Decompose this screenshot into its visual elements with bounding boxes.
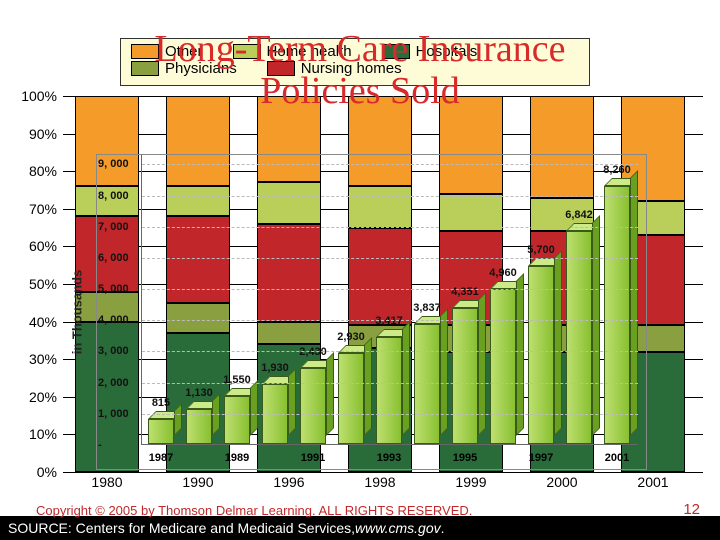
- bg-x-tick: 1980: [91, 474, 122, 490]
- overlay-bar: 2,930: [338, 353, 364, 444]
- legend-label: Home health: [267, 43, 352, 60]
- overlay-gridline: [142, 164, 638, 166]
- legend-item: Nursing homes: [267, 60, 402, 77]
- legend-swatch: [382, 44, 410, 59]
- bg-y-tick: 40%: [29, 314, 57, 330]
- overlay-y-tick: 2, 000: [98, 377, 129, 389]
- overlay-bar: 4,960: [490, 289, 516, 444]
- overlay-gridline: [142, 227, 638, 229]
- overlay-bar: 5,700: [528, 266, 554, 444]
- legend-item: Other: [131, 43, 203, 60]
- bg-x-tick: 2000: [546, 474, 577, 490]
- legend-swatch: [131, 61, 159, 76]
- overlay-gridline: [142, 414, 638, 416]
- legend-label: Hospitals: [416, 43, 478, 60]
- legend-item: Home health: [233, 43, 352, 60]
- overlay-plot-area: 8151,1301,5501,9302,4302,9303,4173,8374,…: [141, 155, 638, 445]
- overlay-bar: 815: [148, 419, 174, 444]
- overlay-x-tick: 1995: [453, 452, 477, 464]
- bg-x-axis: 1980 1990 1996 1998 1999 2000 2001: [63, 474, 703, 500]
- overlay-bar-value: 4,960: [473, 267, 533, 279]
- bg-y-tick: 30%: [29, 351, 57, 367]
- legend-item: Physicians: [131, 60, 237, 77]
- overlay-x-tick: 1991: [301, 452, 325, 464]
- overlay-gridline: [142, 258, 638, 260]
- bg-y-tick: 50%: [29, 276, 57, 292]
- overlay-y-tick: -: [98, 439, 102, 451]
- overlay-x-tick: 1997: [529, 452, 553, 464]
- overlay-y-tick: 5, 000: [98, 283, 129, 295]
- overlay-gridline: [142, 289, 638, 291]
- overlay-bar-value: 3,837: [397, 302, 457, 314]
- overlay-y-tick: 1, 000: [98, 408, 129, 420]
- bg-x-tick: 1990: [182, 474, 213, 490]
- bg-y-tick: 0%: [37, 464, 57, 480]
- bg-gridline: [63, 472, 703, 473]
- bg-y-tick: 90%: [29, 126, 57, 142]
- bg-x-tick: 1998: [364, 474, 395, 490]
- legend-box: Other Home health Hospitals Physicians Nursi…: [120, 38, 590, 86]
- overlay-y-tick: 6, 000: [98, 252, 129, 264]
- overlay-y-tick: 4, 000: [98, 314, 129, 326]
- overlay-bar: 8,260: [604, 186, 630, 444]
- overlay-y-tick: 7, 000: [98, 221, 129, 233]
- bg-y-tick: 60%: [29, 238, 57, 254]
- overlay-bar-value: 6,842: [549, 209, 609, 221]
- bg-x-tick: 1996: [273, 474, 304, 490]
- overlay-y-label: in Thousands: [70, 270, 85, 355]
- legend-swatch: [233, 44, 261, 59]
- overlay-bar-value: 2,930: [321, 331, 381, 343]
- overlay-x-tick: 1989: [225, 452, 249, 464]
- overlay-gridline: [142, 196, 638, 198]
- overlay-bar: 4,351: [452, 308, 478, 444]
- bg-y-tick: 20%: [29, 389, 57, 405]
- legend-swatch: [131, 44, 159, 59]
- bg-y-axis: 0%10%20%30%40%50%60%70%80%90%100%: [0, 96, 63, 472]
- bg-y-tick: 10%: [29, 426, 57, 442]
- overlay-bar-value: 1,930: [245, 362, 305, 374]
- overlay-x-tick: 1993: [377, 452, 401, 464]
- bg-y-tick: 100%: [21, 88, 57, 104]
- bg-y-tick: 70%: [29, 201, 57, 217]
- slide-number: 12: [683, 501, 700, 518]
- copyright-footer: Copyright © 2005 by Thomson Delmar Learn…: [36, 503, 472, 518]
- legend-label: Nursing homes: [301, 60, 402, 77]
- bg-x-tick: 2001: [637, 474, 668, 490]
- overlay-gridline: [142, 351, 638, 353]
- overlay-bar: 2,430: [300, 368, 326, 444]
- overlay-bar-value: 5,700: [511, 244, 571, 256]
- source-label: SOURCE: Centers for Medicare and Medicai…: [8, 520, 355, 536]
- source-bar: SOURCE: Centers for Medicare and Medicai…: [0, 516, 720, 540]
- overlay-gridline: [142, 383, 638, 385]
- overlay-bar-value: 1,130: [169, 387, 229, 399]
- overlay-x-tick: 2001: [605, 452, 629, 464]
- overlay-gridline: [142, 320, 638, 322]
- bg-y-tick: 80%: [29, 163, 57, 179]
- overlay-bar: 6,842: [566, 231, 592, 444]
- overlay-bar-chart: in Thousands 8151,1301,5501,9302,4302,93…: [96, 154, 647, 470]
- overlay-x-tick: 1987: [149, 452, 173, 464]
- source-url: www.cms.gov: [355, 520, 441, 536]
- legend-label: Physicians: [165, 60, 237, 77]
- bg-x-tick: 1999: [455, 474, 486, 490]
- legend-item: Hospitals: [382, 43, 478, 60]
- overlay-bar: 1,550: [224, 396, 250, 444]
- legend-label: Other: [165, 43, 203, 60]
- overlay-y-tick: 3, 000: [98, 345, 129, 357]
- overlay-y-tick: 8, 000: [98, 190, 129, 202]
- overlay-y-tick: 9, 000: [98, 158, 129, 170]
- overlay-bars-group: 8151,1301,5501,9302,4302,9303,4173,8374,…: [142, 155, 638, 444]
- legend-swatch: [267, 61, 295, 76]
